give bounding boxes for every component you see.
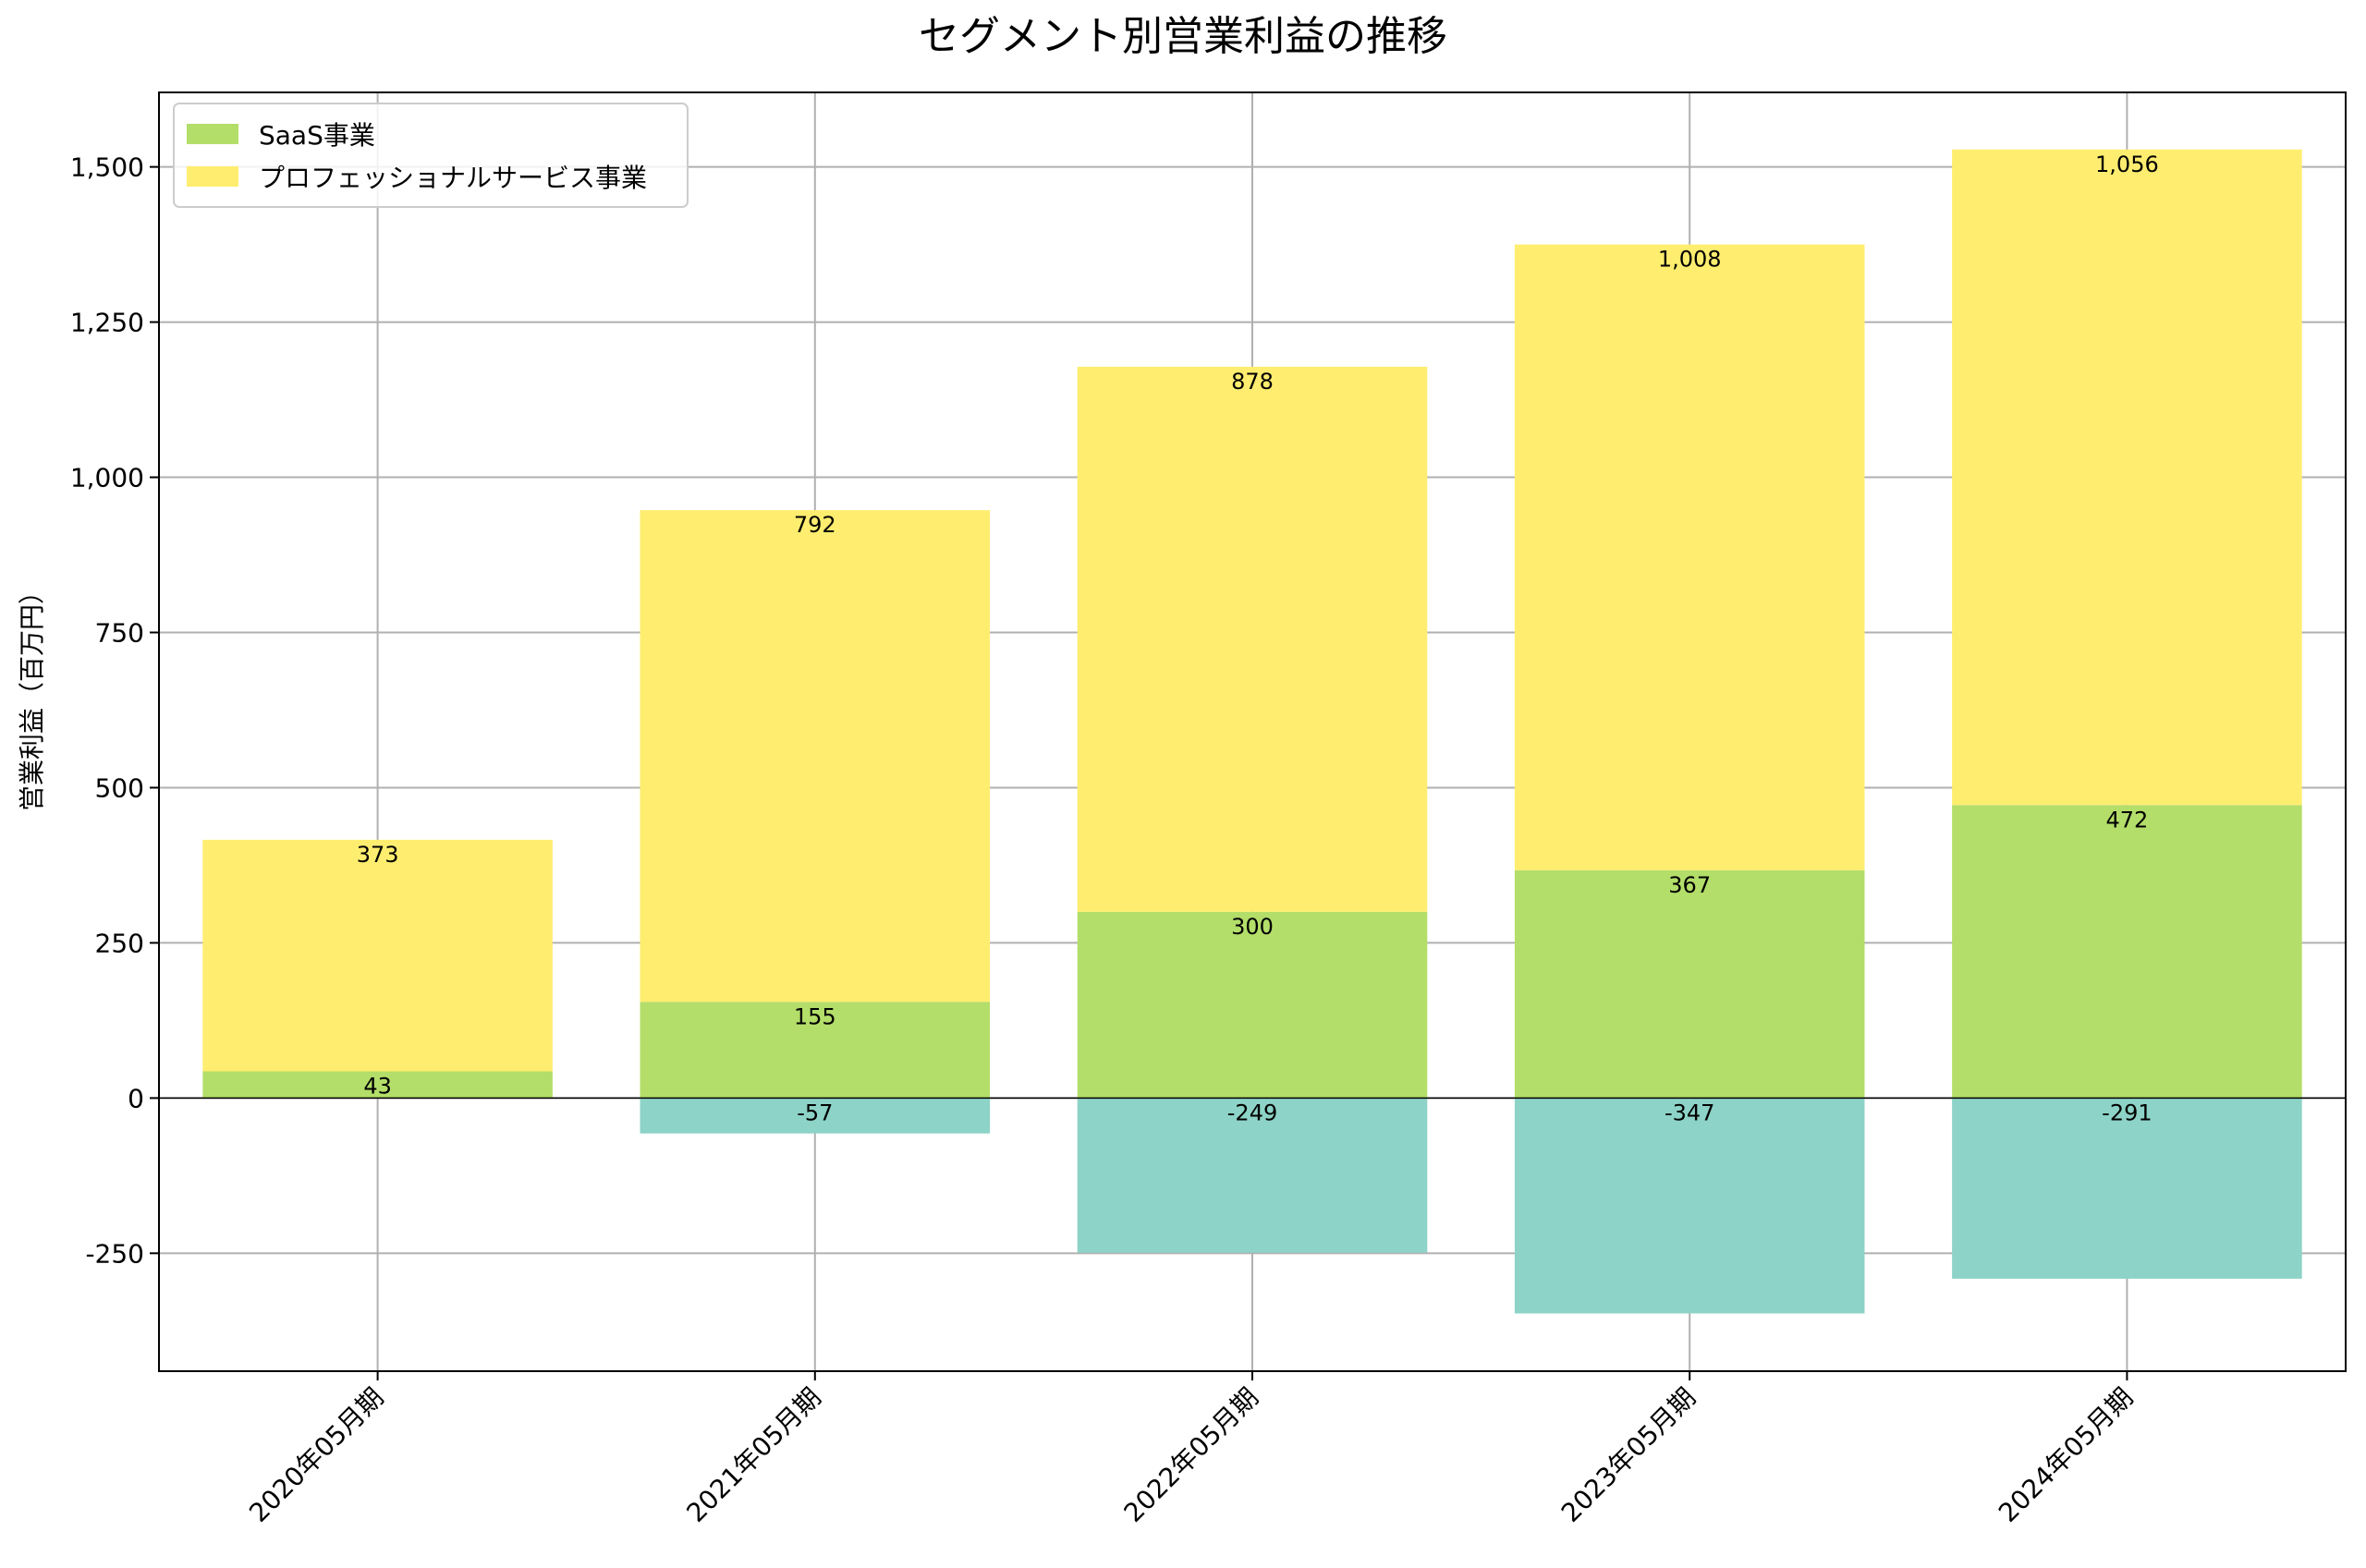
data-label: 367 (1668, 872, 1711, 898)
data-label: 373 (357, 842, 399, 868)
bar-series-0 (1952, 805, 2302, 1099)
bar-series-0 (1514, 869, 1865, 1099)
y-tick-label: 1,000 (70, 463, 144, 493)
data-label: 1,056 (2095, 152, 2159, 177)
legend-swatch (187, 166, 238, 187)
legend-label: SaaS事業 (259, 120, 375, 151)
bar-series-0 (202, 1071, 553, 1099)
data-labels: 43 373 155 792 -57 300 878 -249 367 1,008 -347 472 1… (357, 152, 2159, 1126)
data-label: 43 (363, 1073, 392, 1099)
bar-series-2 (1514, 1098, 1865, 1314)
bar-series-0 (1077, 911, 1428, 1099)
bar-series-1 (1077, 366, 1428, 912)
x-tick-label: 2022年05月期 (1118, 1382, 1264, 1528)
bar-series-0 (640, 1002, 991, 1099)
data-label: 878 (1231, 369, 1274, 395)
legend-label: プロフェッショナルサービス事業 (259, 163, 647, 193)
data-label: 1,008 (1658, 247, 1722, 273)
bar-series-2 (640, 1098, 991, 1134)
data-label: -57 (797, 1100, 833, 1125)
bar-series-1 (202, 839, 553, 1072)
y-tick-label: 1,250 (70, 308, 144, 338)
data-label: 792 (794, 512, 836, 538)
bar-series-2 (1077, 1098, 1428, 1253)
bar-series-1 (1952, 149, 2302, 806)
bar-series-2 (1952, 1098, 2302, 1279)
y-tick-label: 250 (95, 928, 144, 958)
x-tick-label: 2021年05月期 (680, 1382, 826, 1528)
x-tick-label: 2020年05月期 (243, 1382, 389, 1528)
data-label: -347 (1665, 1100, 1714, 1125)
bar-series-1 (640, 510, 991, 1003)
chart-title: セグメント別営業利益の推移 (919, 13, 1447, 60)
data-label: 155 (794, 1003, 836, 1029)
bar-series-1 (1514, 244, 1865, 870)
y-axis-label: 営業利益（百万円） (17, 578, 47, 811)
y-tick-label: 500 (95, 772, 144, 803)
y-tick-label: 1,500 (70, 152, 144, 183)
y-tick-label: -250 (85, 1238, 144, 1269)
data-label: -249 (1227, 1100, 1277, 1125)
legend-swatch (187, 124, 238, 144)
bars (202, 149, 2302, 1314)
data-label: -291 (2102, 1100, 2152, 1125)
y-tick-label: 0 (128, 1083, 144, 1113)
data-label: 472 (2105, 807, 2148, 833)
x-tick-label: 2024年05月期 (1993, 1382, 2139, 1528)
data-label: 300 (1231, 914, 1274, 940)
x-tick-label: 2023年05月期 (1555, 1382, 1701, 1528)
y-tick-label: 750 (95, 618, 144, 649)
legend-box (173, 103, 689, 208)
